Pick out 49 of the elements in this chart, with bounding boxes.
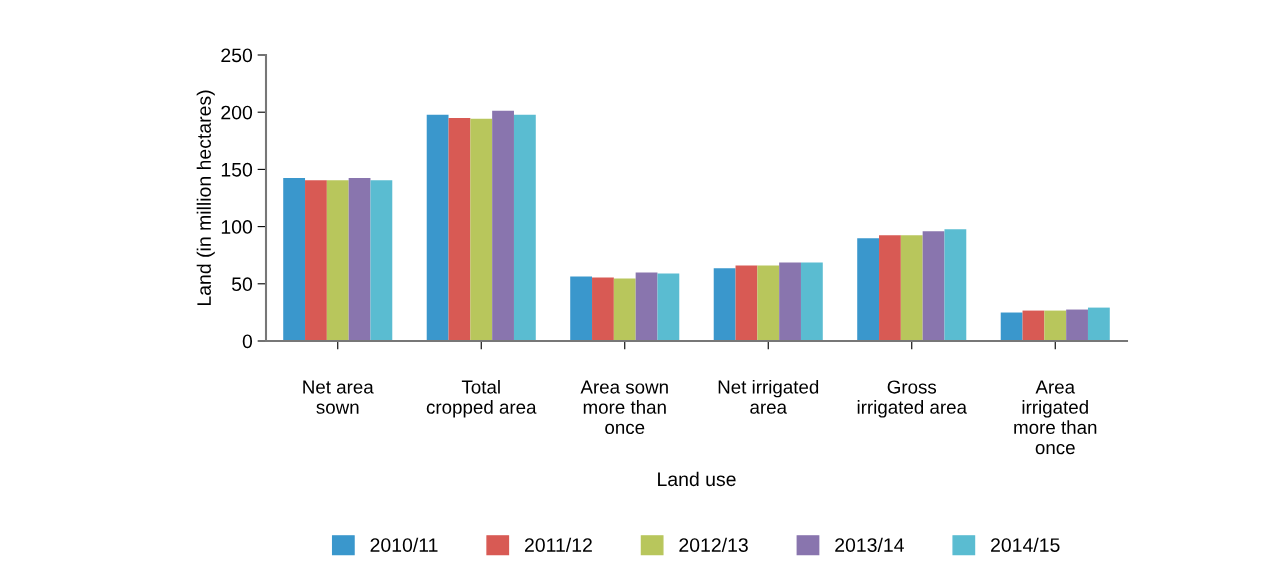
bar <box>426 114 449 341</box>
x-tick-label: Total cropped area <box>426 379 537 418</box>
x-tick-label: Area sown more than once <box>580 380 668 435</box>
bar <box>348 178 371 341</box>
legend-label: 2013/14 <box>835 537 904 552</box>
bar <box>492 110 514 341</box>
bar <box>326 180 349 341</box>
bar <box>713 268 736 341</box>
bar <box>448 117 471 341</box>
y-tick-label: 150 <box>221 162 253 177</box>
bar <box>613 278 636 341</box>
y-tick-label: 100 <box>221 220 253 234</box>
bar <box>570 276 593 341</box>
bar <box>470 118 493 341</box>
bar <box>283 178 306 341</box>
bar <box>735 265 758 341</box>
bar <box>635 272 658 341</box>
legend-label: 2010/11 <box>370 537 438 552</box>
bar <box>1066 309 1088 341</box>
legend-label: 2012/13 <box>679 537 748 552</box>
bar <box>779 262 801 341</box>
bar <box>592 277 614 341</box>
y-axis-title: Land (in million hectares) <box>196 90 215 306</box>
bar <box>944 229 967 341</box>
bar <box>1044 310 1067 341</box>
bar <box>1087 307 1110 341</box>
y-tick-label: 0 <box>242 334 253 349</box>
bar <box>900 235 923 341</box>
bar <box>1000 312 1023 341</box>
bar <box>657 273 680 341</box>
bar <box>800 262 823 341</box>
bar <box>513 114 536 341</box>
x-tick-label: Net area sown <box>303 380 374 414</box>
y-tick-label: 50 <box>231 277 253 292</box>
bar <box>879 235 901 341</box>
x-tick-label: Area irrigated more than once <box>1014 380 1097 455</box>
x-tick-label: Net irrigated area <box>718 379 819 414</box>
bar <box>305 180 327 341</box>
y-tick-label: 200 <box>221 105 253 120</box>
bar <box>1022 310 1045 341</box>
bar <box>370 180 393 341</box>
bar <box>757 265 780 341</box>
legend-label: 2014/15 <box>991 537 1060 552</box>
bar <box>922 231 945 341</box>
x-axis-title: Land use <box>658 471 736 487</box>
x-tick-label: Gross irrigated area <box>857 380 967 418</box>
y-tick-label: 250 <box>221 48 253 63</box>
legend-label: 2011/12 <box>524 537 592 552</box>
bar <box>857 238 880 341</box>
